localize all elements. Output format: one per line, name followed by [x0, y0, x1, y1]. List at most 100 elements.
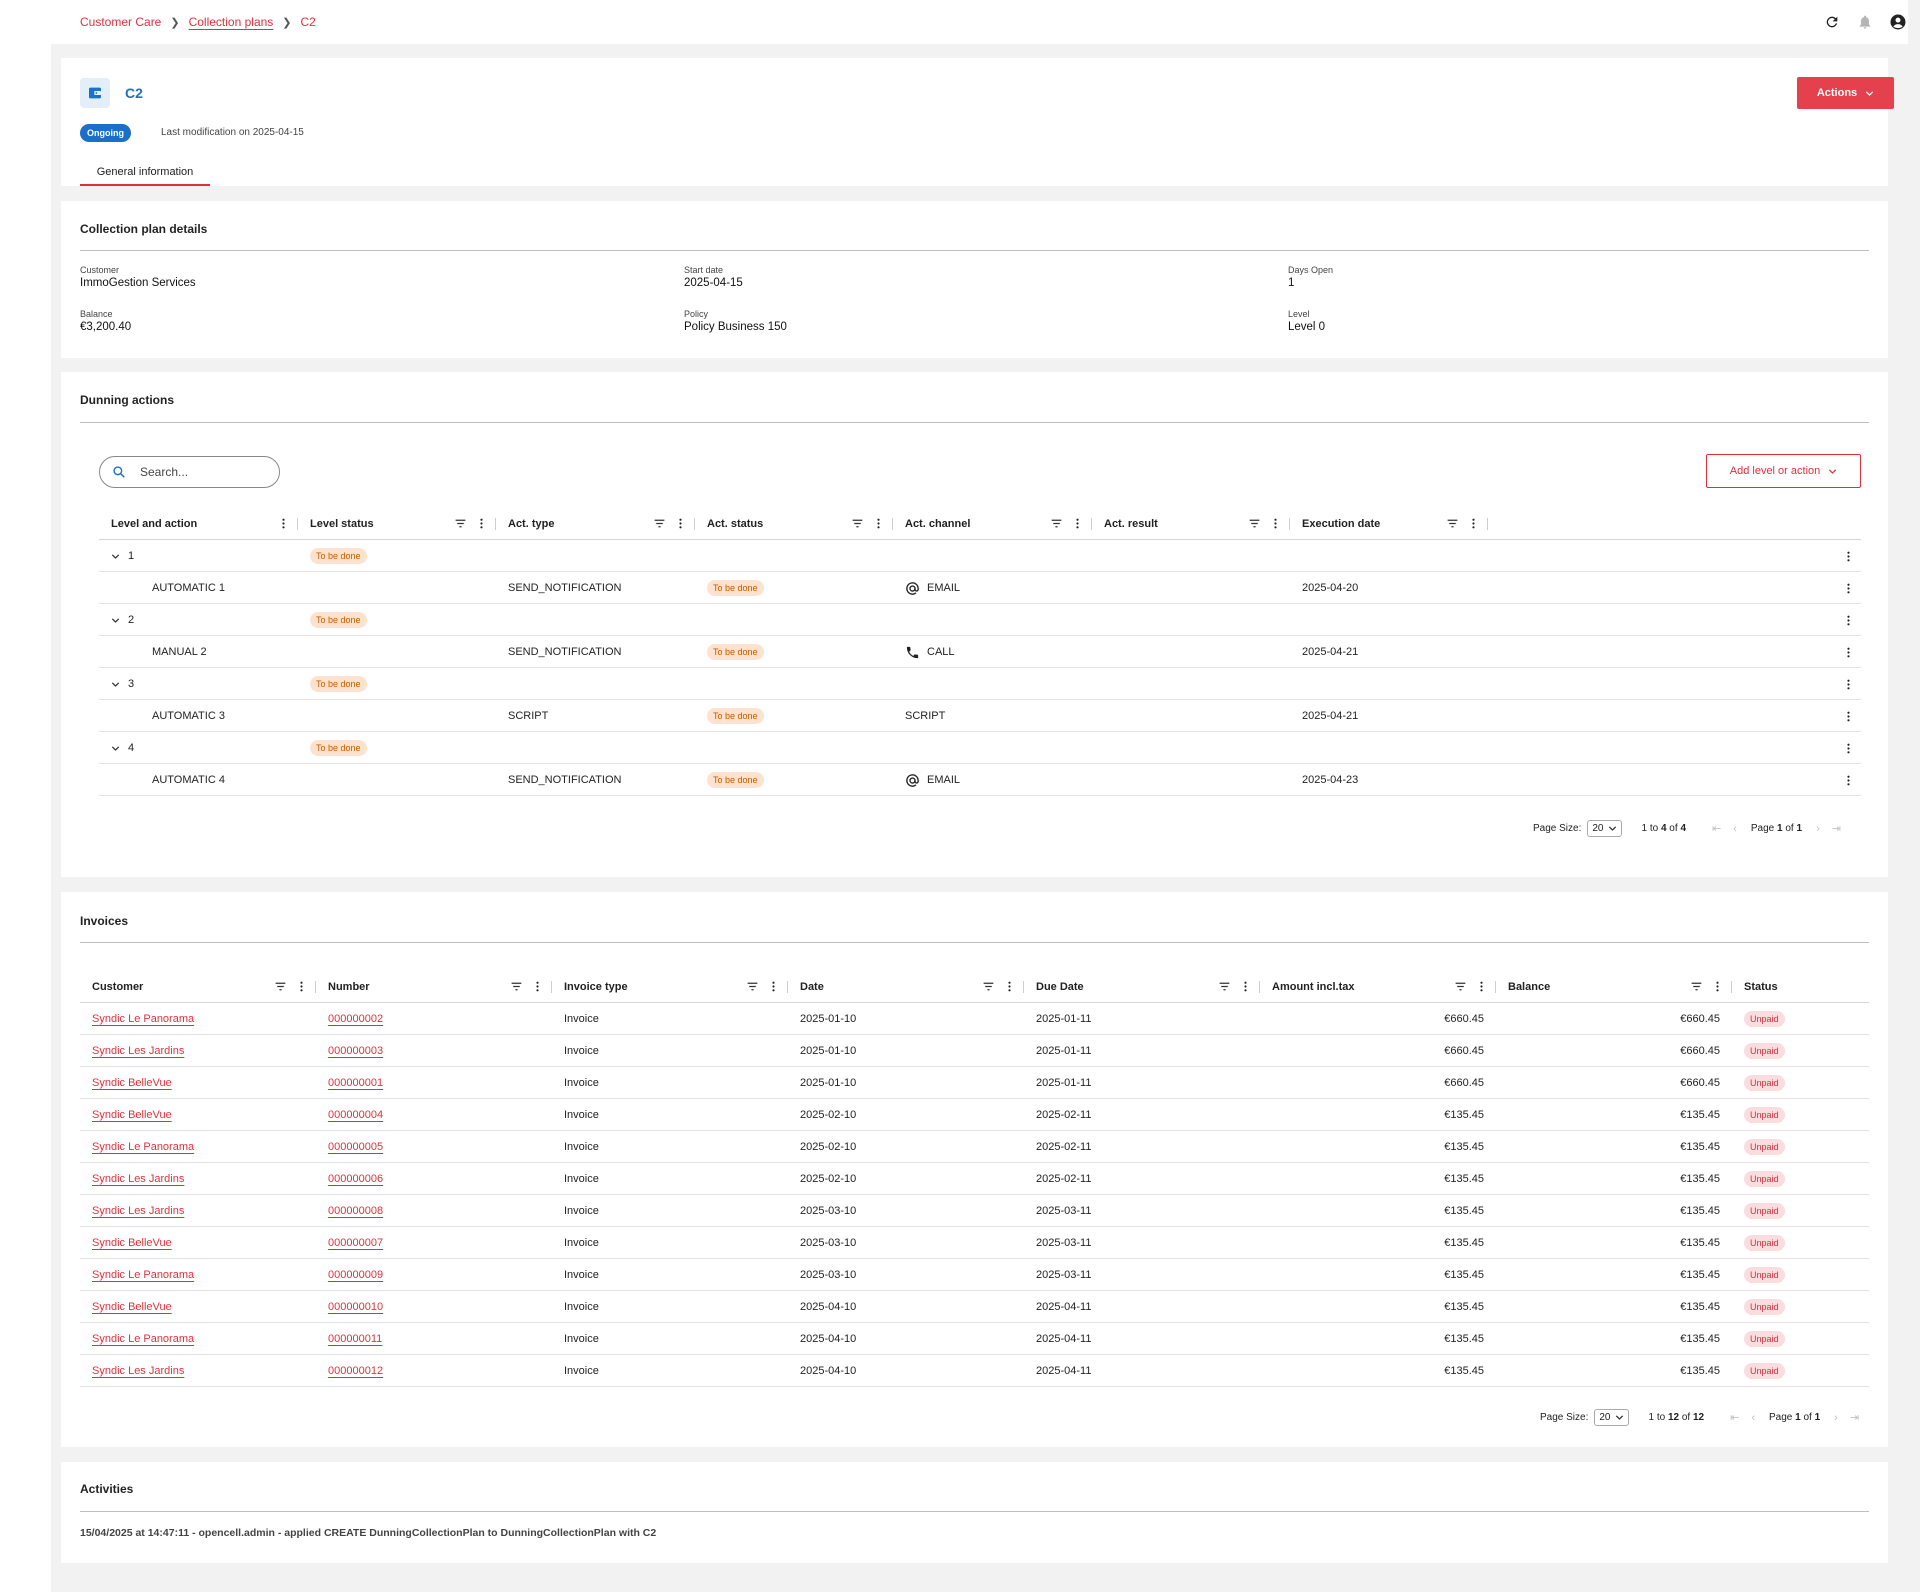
search-field[interactable]	[99, 456, 280, 488]
page-size-select[interactable]: 20	[1594, 1409, 1629, 1426]
invoice-number-link[interactable]: 000000004	[328, 1109, 384, 1121]
customer-link[interactable]: Syndic Les Jardins	[92, 1365, 185, 1377]
invoice-number-link[interactable]: 000000003	[328, 1045, 384, 1057]
column-menu-icon[interactable]	[1269, 517, 1282, 530]
filter-icon[interactable]	[1454, 980, 1467, 993]
customer-link[interactable]: Syndic BelleVue	[92, 1109, 172, 1121]
filter-icon[interactable]	[1690, 980, 1703, 993]
table-row: Syndic Les Jardins 000000008 Invoice 2025-0…	[80, 1195, 1869, 1227]
filter-icon[interactable]	[746, 980, 759, 993]
column-menu-icon[interactable]	[1003, 980, 1016, 993]
field-value: Policy Business 150	[684, 321, 787, 333]
customer-link[interactable]: Syndic Le Panorama	[92, 1013, 195, 1025]
field-value: €3,200.40	[80, 321, 132, 333]
breadcrumb-collection-plans[interactable]: Collection plans	[188, 15, 274, 29]
customer-link[interactable]: Syndic Le Panorama	[92, 1269, 195, 1281]
prev-page-icon[interactable]: ‹	[1733, 822, 1737, 835]
section-title: Invoices	[80, 914, 129, 928]
filter-icon[interactable]	[1050, 517, 1063, 530]
invoice-number-link[interactable]: 000000001	[328, 1077, 384, 1089]
row-menu-button[interactable]	[1842, 764, 1855, 796]
invoice-number-link[interactable]: 000000005	[328, 1141, 384, 1153]
customer-link[interactable]: Syndic Les Jardins	[92, 1045, 185, 1057]
due-date: 2025-02-11	[1036, 1109, 1092, 1121]
invoice-number-link[interactable]: 000000011	[328, 1333, 383, 1345]
column-header: Amount incl.tax	[1260, 971, 1496, 1003]
column-menu-icon[interactable]	[531, 980, 544, 993]
customer-link[interactable]: Syndic BelleVue	[92, 1237, 172, 1249]
column-menu-icon[interactable]	[1467, 517, 1480, 530]
row-menu-button[interactable]	[1842, 572, 1855, 604]
filter-icon[interactable]	[1248, 517, 1261, 530]
column-menu-icon[interactable]	[674, 517, 687, 530]
total-pages: 1	[1814, 1412, 1821, 1423]
customer-link[interactable]: Syndic BelleVue	[92, 1077, 172, 1089]
column-menu-icon[interactable]	[1711, 980, 1724, 993]
invoice-number-link[interactable]: 000000006	[328, 1173, 384, 1185]
due-date: 2025-02-11	[1036, 1141, 1092, 1153]
invoice-number-link[interactable]: 000000008	[328, 1205, 384, 1217]
row-menu-button[interactable]	[1842, 732, 1855, 764]
kebab-menu-icon	[1847, 583, 1850, 593]
page-size-select[interactable]: 20	[1587, 820, 1622, 837]
status-cell: Unpaid	[1744, 1003, 1785, 1035]
filter-icon[interactable]	[653, 517, 666, 530]
column-menu-icon[interactable]	[475, 517, 488, 530]
column-header-icons	[1248, 517, 1282, 530]
customer-link[interactable]: Syndic BelleVue	[92, 1301, 172, 1313]
expand-toggle[interactable]	[111, 744, 120, 753]
column-header-label: Invoice type	[564, 981, 628, 993]
search-input[interactable]	[138, 464, 258, 480]
column-menu-icon[interactable]	[1475, 980, 1488, 993]
column-menu-icon[interactable]	[767, 980, 780, 993]
refresh-icon[interactable]	[1822, 12, 1842, 32]
row-menu-button[interactable]	[1842, 636, 1855, 668]
filter-icon[interactable]	[510, 980, 523, 993]
row-menu-button[interactable]	[1842, 540, 1855, 572]
invoice-number-link[interactable]: 000000012	[328, 1365, 384, 1377]
first-page-icon[interactable]: ⇤	[1712, 823, 1722, 835]
row-menu-button[interactable]	[1842, 668, 1855, 700]
customer-link[interactable]: Syndic Le Panorama	[92, 1333, 195, 1345]
next-page-icon[interactable]: ›	[1834, 1411, 1838, 1424]
customer-link[interactable]: Syndic Les Jardins	[92, 1205, 185, 1217]
invoice-number-link[interactable]: 000000010	[328, 1301, 384, 1313]
action-name: MANUAL 2	[152, 646, 207, 658]
kebab-menu-icon	[1847, 615, 1850, 625]
invoice-number-link[interactable]: 000000009	[328, 1269, 384, 1281]
add-level-or-action-button[interactable]: Add level or action	[1706, 454, 1861, 488]
expand-toggle[interactable]	[111, 552, 120, 561]
last-page-icon[interactable]: ⇥	[1849, 1412, 1860, 1424]
row-menu-button[interactable]	[1842, 700, 1855, 732]
tab-general-information[interactable]: General information	[80, 158, 210, 186]
actions-button[interactable]: Actions	[1797, 77, 1894, 109]
invoice-number-link[interactable]: 000000007	[328, 1237, 384, 1249]
column-menu-icon[interactable]	[872, 517, 885, 530]
at-icon	[906, 773, 919, 787]
customer-link[interactable]: Syndic Les Jardins	[92, 1173, 185, 1185]
main-content: Customer Care ❯ Collection plans ❯ C2 C2…	[51, 0, 1920, 1592]
prev-page-icon[interactable]: ‹	[1751, 1411, 1756, 1424]
expand-toggle[interactable]	[111, 616, 120, 625]
filter-icon[interactable]	[454, 517, 467, 530]
filter-icon[interactable]	[982, 980, 995, 993]
filter-icon[interactable]	[1218, 980, 1231, 993]
filter-icon[interactable]	[1446, 517, 1459, 530]
filter-icon[interactable]	[851, 517, 864, 530]
invoice-number-link[interactable]: 000000002	[328, 1013, 384, 1025]
filter-icon[interactable]	[274, 980, 287, 993]
amount-incl-tax: €660.45	[1444, 1013, 1484, 1025]
column-menu-icon[interactable]	[1071, 517, 1084, 530]
last-page-icon[interactable]: ⇥	[1831, 823, 1841, 835]
first-page-icon[interactable]: ⇤	[1730, 1412, 1740, 1424]
expand-toggle[interactable]	[111, 680, 120, 689]
bell-icon[interactable]	[1855, 12, 1875, 32]
column-menu-icon[interactable]	[1239, 980, 1252, 993]
row-menu-button[interactable]	[1842, 604, 1855, 636]
column-menu-icon[interactable]	[277, 517, 290, 530]
user-account-icon[interactable]	[1888, 12, 1908, 32]
customer-link[interactable]: Syndic Le Panorama	[92, 1141, 195, 1153]
next-page-icon[interactable]: ›	[1816, 822, 1820, 835]
column-menu-icon[interactable]	[295, 980, 308, 993]
breadcrumb-customer-care[interactable]: Customer Care	[80, 15, 162, 29]
